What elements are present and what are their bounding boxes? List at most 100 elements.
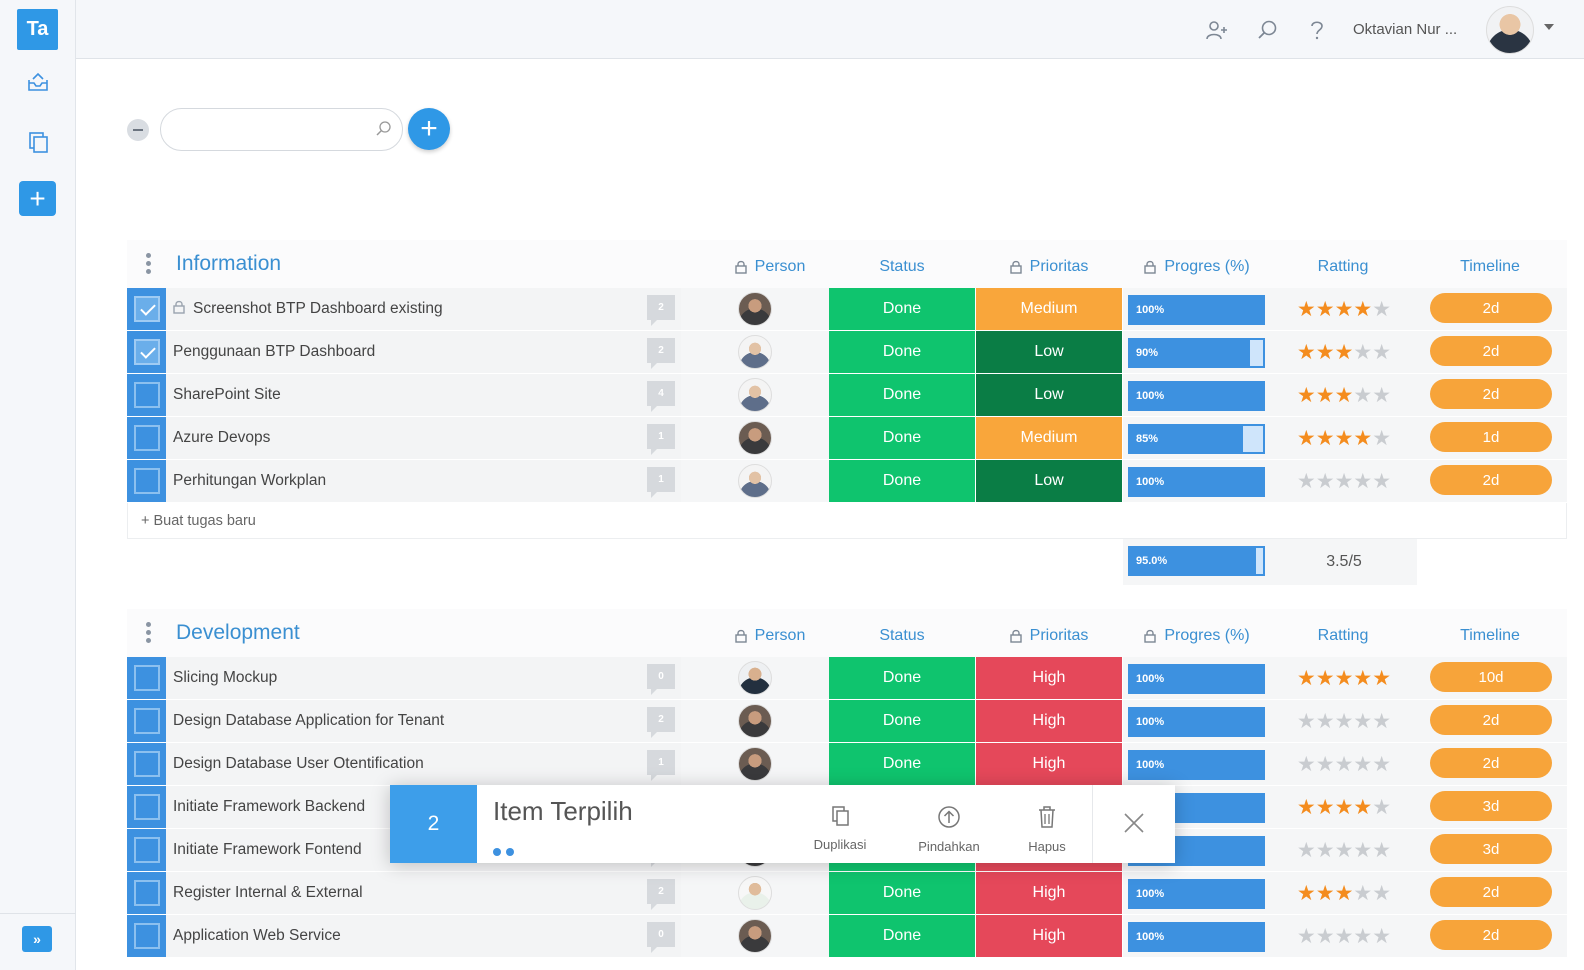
star-icon[interactable]: ★ — [1372, 297, 1392, 321]
avatar[interactable] — [738, 421, 772, 455]
rating-cell[interactable]: ★ ★ ★ ★ ★ — [1271, 786, 1417, 828]
person-cell[interactable] — [681, 872, 829, 914]
row-checkbox[interactable] — [134, 665, 160, 691]
star-icon[interactable]: ★ — [1334, 838, 1354, 862]
star-icon[interactable]: ★ — [1353, 383, 1373, 407]
star-icon[interactable]: ★ — [1372, 795, 1392, 819]
star-icon[interactable]: ★ — [1372, 469, 1392, 493]
status-cell[interactable]: Done — [829, 374, 975, 416]
star-icon[interactable]: ★ — [1315, 752, 1335, 776]
add-board-button[interactable]: + — [19, 181, 56, 216]
comment-icon[interactable]: 1 — [647, 424, 675, 455]
person-cell[interactable] — [681, 657, 829, 699]
priority-cell[interactable]: High — [976, 657, 1122, 699]
task-name-cell[interactable]: Design Database Application for Tenant 2 — [166, 700, 681, 742]
timeline-cell[interactable]: 2d — [1417, 460, 1567, 502]
timeline-cell[interactable]: 2d — [1417, 374, 1567, 416]
star-icon[interactable]: ★ — [1372, 881, 1392, 905]
table-row[interactable]: Screenshot BTP Dashboard existing 2 Done Me… — [127, 288, 1567, 331]
chevron-down-icon[interactable] — [1544, 24, 1554, 30]
star-icon[interactable]: ★ — [1334, 666, 1354, 690]
row-checkbox[interactable] — [134, 425, 160, 451]
star-icon[interactable]: ★ — [1334, 469, 1354, 493]
star-icon[interactable]: ★ — [1353, 795, 1373, 819]
status-cell[interactable]: Done — [829, 700, 975, 742]
move-button[interactable]: Pindahkan — [899, 805, 999, 854]
star-icon[interactable]: ★ — [1353, 924, 1373, 948]
star-icon[interactable]: ★ — [1334, 383, 1354, 407]
star-icon[interactable]: ★ — [1353, 426, 1373, 450]
status-cell[interactable]: Done — [829, 460, 975, 502]
status-cell[interactable]: Done — [829, 743, 975, 785]
star-icon[interactable]: ★ — [1353, 881, 1373, 905]
app-logo[interactable]: Ta — [17, 9, 58, 50]
star-icon[interactable]: ★ — [1315, 666, 1335, 690]
progress-cell[interactable]: 100% — [1123, 657, 1271, 699]
timeline-pill[interactable]: 3d — [1430, 834, 1552, 864]
timeline-pill[interactable]: 2d — [1430, 336, 1552, 366]
column-header-person[interactable]: Person — [690, 627, 850, 645]
avatar[interactable] — [738, 464, 772, 498]
row-checkbox[interactable] — [134, 751, 160, 777]
status-cell[interactable]: Done — [829, 417, 975, 459]
star-icon[interactable]: ★ — [1296, 709, 1316, 733]
row-checkbox[interactable] — [134, 339, 160, 365]
timeline-pill[interactable]: 2d — [1430, 748, 1552, 778]
progress-cell[interactable]: 100% — [1123, 872, 1271, 914]
timeline-pill[interactable]: 10d — [1430, 662, 1552, 692]
star-icon[interactable]: ★ — [1334, 709, 1354, 733]
rating-cell[interactable]: ★ ★ ★ ★ ★ — [1271, 700, 1417, 742]
star-icon[interactable]: ★ — [1315, 469, 1335, 493]
timeline-cell[interactable]: 3d — [1417, 829, 1567, 871]
avatar[interactable] — [738, 876, 772, 910]
star-icon[interactable]: ★ — [1334, 795, 1354, 819]
priority-cell[interactable]: High — [976, 743, 1122, 785]
progress-cell[interactable]: 100% — [1123, 288, 1271, 330]
star-icon[interactable]: ★ — [1334, 881, 1354, 905]
row-checkbox[interactable] — [134, 794, 160, 820]
timeline-pill[interactable]: 2d — [1430, 293, 1552, 323]
task-name-cell[interactable]: SharePoint Site 4 — [166, 374, 681, 416]
invite-people-icon[interactable] — [1204, 17, 1230, 43]
comment-icon[interactable]: 0 — [647, 664, 675, 695]
table-row[interactable]: Penggunaan BTP Dashboard 2 Done Low 90% ★ ★ ★ ★ ★… — [127, 331, 1567, 374]
star-icon[interactable]: ★ — [1315, 795, 1335, 819]
star-icon[interactable]: ★ — [1372, 383, 1392, 407]
star-icon[interactable]: ★ — [1296, 469, 1316, 493]
star-icon[interactable]: ★ — [1353, 752, 1373, 776]
task-name-cell[interactable]: Penggunaan BTP Dashboard 2 — [166, 331, 681, 373]
column-header-ratting[interactable]: Ratting — [1263, 258, 1423, 276]
task-name-cell[interactable]: Azure Devops 1 — [166, 417, 681, 459]
status-cell[interactable]: Done — [829, 331, 975, 373]
status-cell[interactable]: Done — [829, 872, 975, 914]
row-checkbox[interactable] — [134, 296, 160, 322]
star-icon[interactable]: ★ — [1353, 469, 1373, 493]
user-avatar[interactable] — [1486, 6, 1534, 54]
column-header-progres[interactable]: Progres (%) — [1117, 258, 1277, 276]
close-icon[interactable] — [1120, 809, 1148, 837]
star-icon[interactable]: ★ — [1334, 924, 1354, 948]
timeline-pill[interactable]: 2d — [1430, 379, 1552, 409]
status-cell[interactable]: Done — [829, 915, 975, 957]
timeline-cell[interactable]: 3d — [1417, 786, 1567, 828]
row-checkbox[interactable] — [134, 468, 160, 494]
avatar[interactable] — [738, 747, 772, 781]
timeline-cell[interactable]: 2d — [1417, 743, 1567, 785]
add-group-button[interactable]: + — [408, 108, 450, 150]
group-title[interactable]: Information — [176, 252, 282, 275]
rating-cell[interactable]: ★ ★ ★ ★ ★ — [1271, 460, 1417, 502]
user-name[interactable]: Oktavian Nur ... — [1353, 21, 1458, 38]
group-menu-icon[interactable] — [146, 253, 152, 275]
star-icon[interactable]: ★ — [1315, 709, 1335, 733]
star-icon[interactable]: ★ — [1372, 709, 1392, 733]
priority-cell[interactable]: Low — [976, 331, 1122, 373]
star-icon[interactable]: ★ — [1372, 340, 1392, 364]
person-cell[interactable] — [681, 374, 829, 416]
task-name-cell[interactable]: Design Database User Otentification 1 — [166, 743, 681, 785]
star-icon[interactable]: ★ — [1296, 752, 1316, 776]
progress-cell[interactable]: 85% — [1123, 417, 1271, 459]
column-header-ratting[interactable]: Ratting — [1263, 627, 1423, 645]
timeline-pill[interactable]: 3d — [1430, 791, 1552, 821]
column-header-timeline[interactable]: Timeline — [1410, 258, 1570, 276]
column-header-status[interactable]: Status — [822, 627, 982, 645]
